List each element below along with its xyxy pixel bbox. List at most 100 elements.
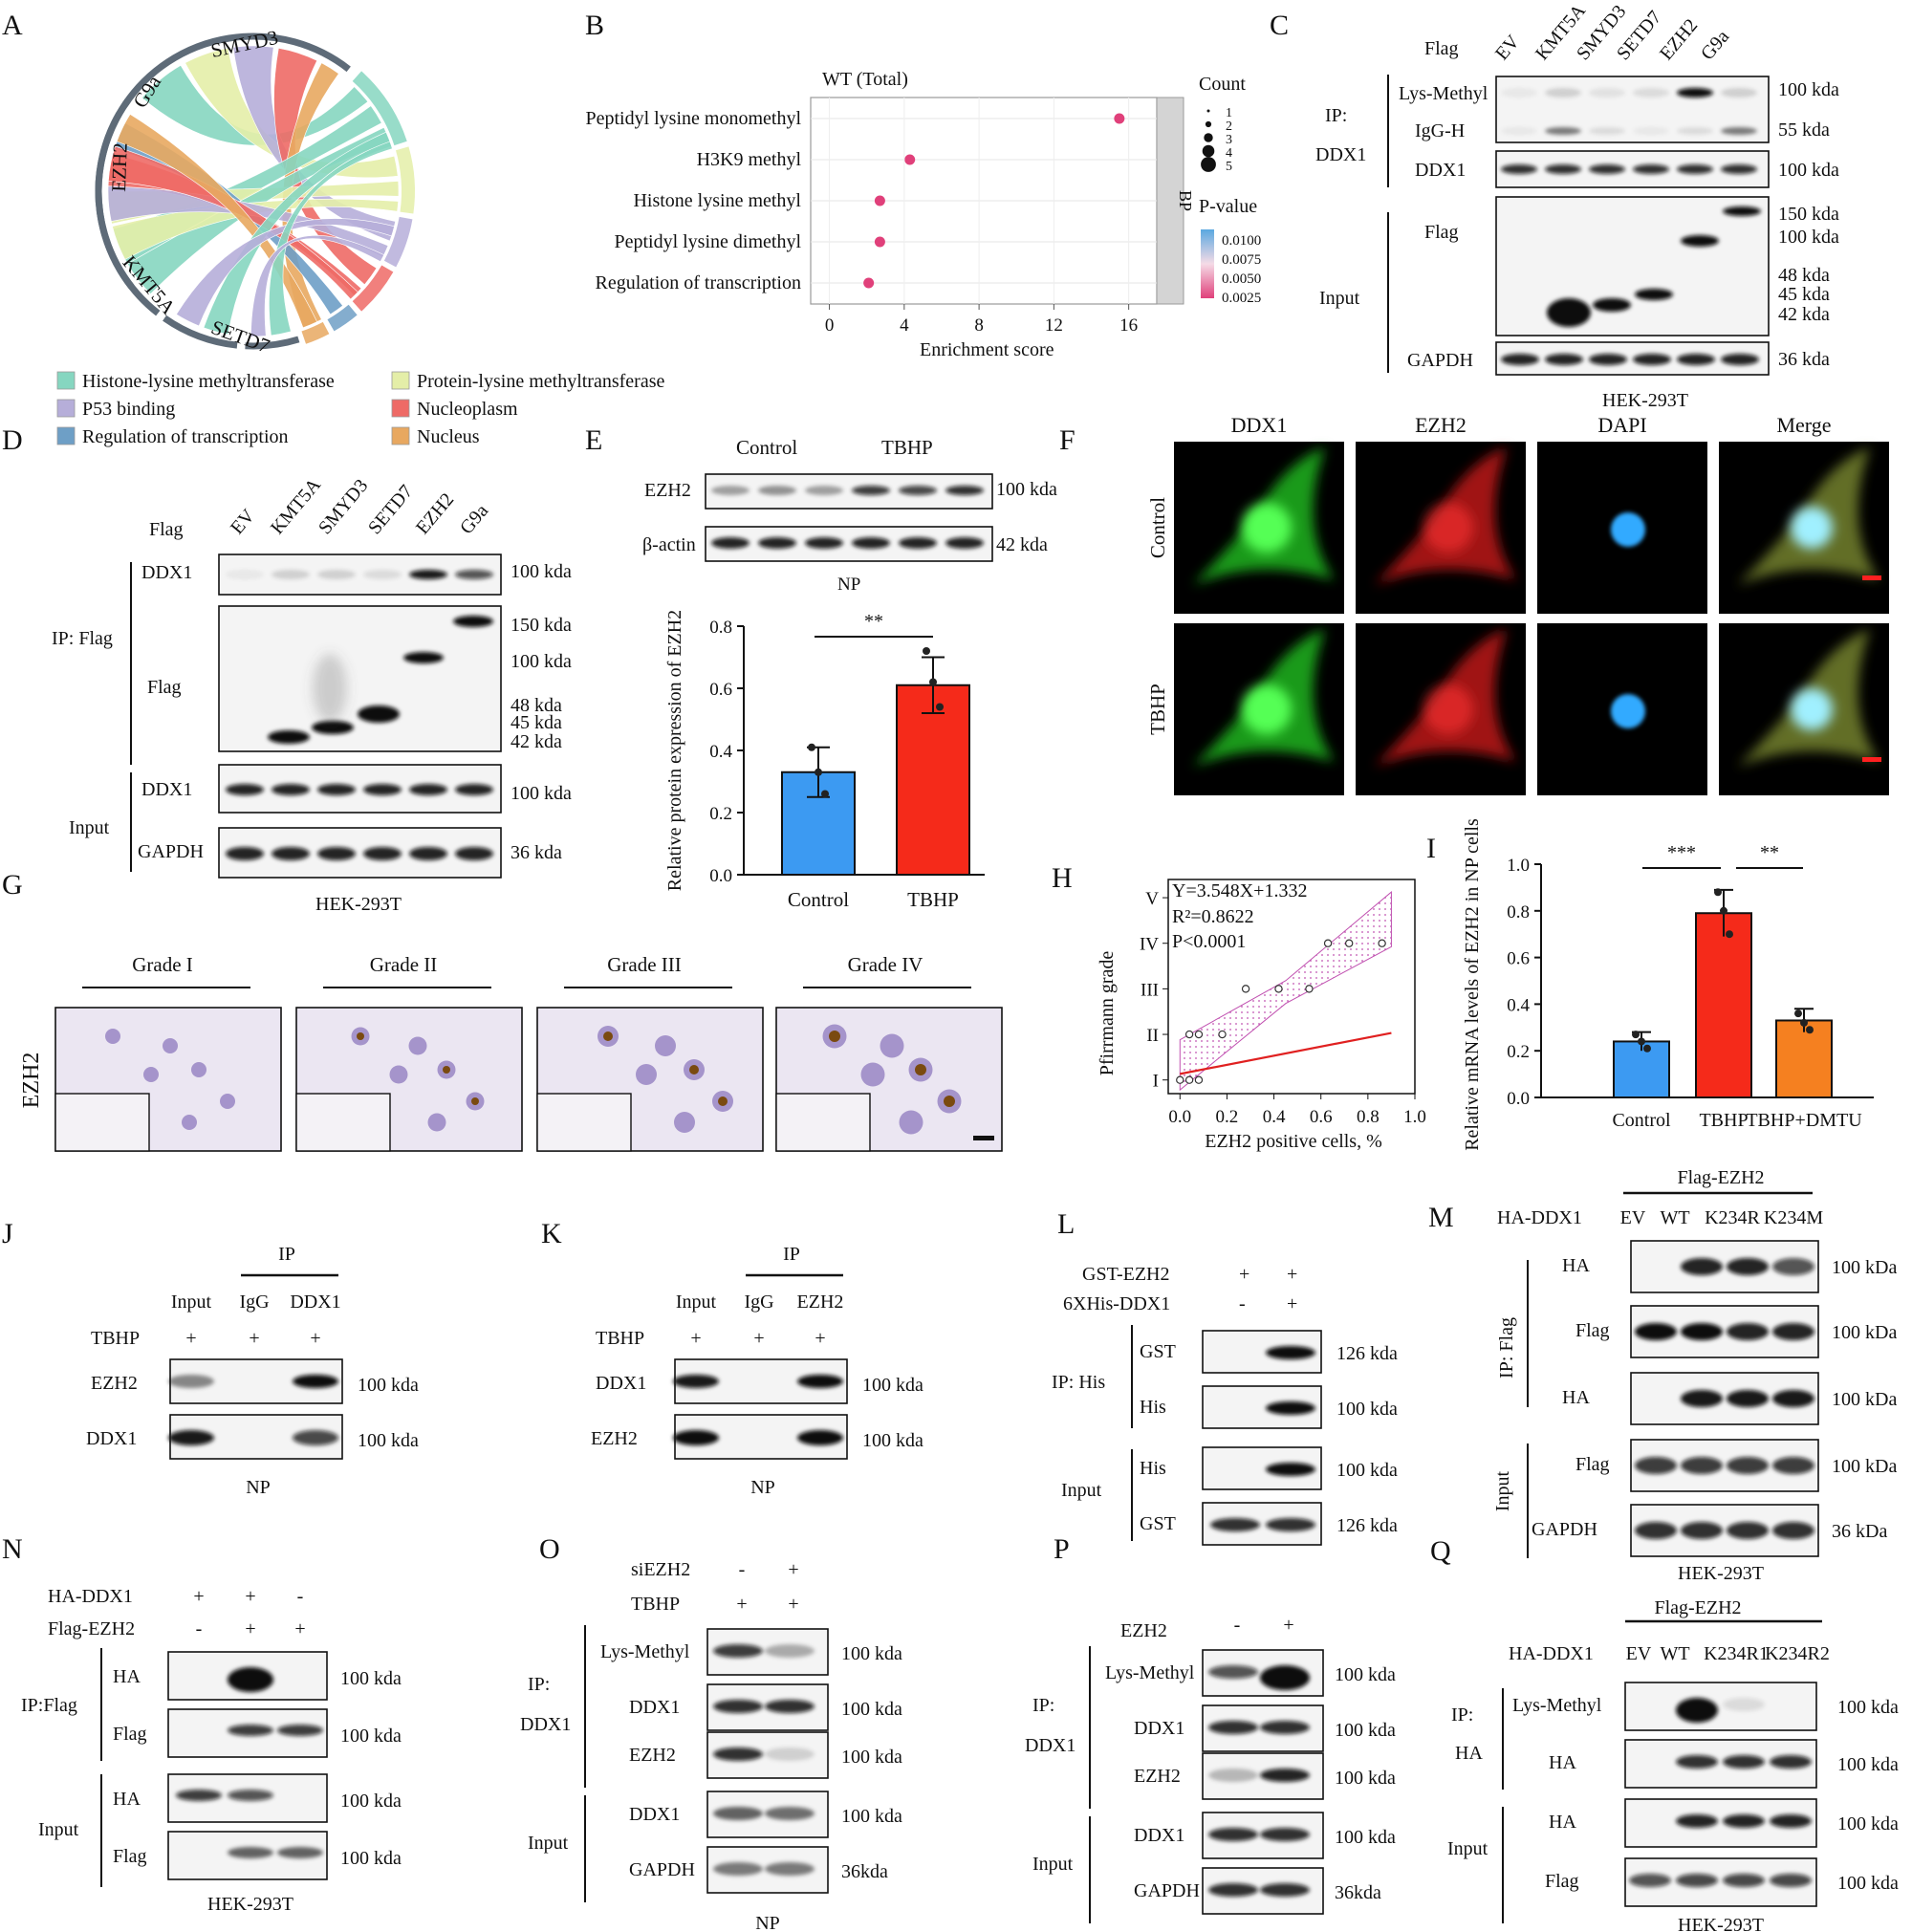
y-tick-label: 0.0 <box>1507 1089 1530 1109</box>
band <box>455 570 493 579</box>
y-tick-label: 0.2 <box>1507 1042 1530 1062</box>
kda-label: 126 kda <box>1336 1343 1398 1364</box>
blot-row <box>1624 1682 1817 1731</box>
channel-label: DDX1 <box>1231 413 1288 437</box>
band <box>1501 164 1537 174</box>
band <box>1266 1518 1315 1531</box>
kda-label: 100 kda <box>358 1430 419 1451</box>
blot-ezh2 <box>705 473 993 510</box>
kda-label: 100 kda <box>1336 1399 1398 1420</box>
panel-l: L GST-EZH2 6XHis-DDX1 + + - + IP: His Input GST 12… <box>1052 1208 1398 1546</box>
positive-stain <box>603 1031 613 1041</box>
size-legend-label: 1 <box>1226 106 1232 120</box>
pvalue-legend-label: 0.0025 <box>1222 291 1261 306</box>
kda-label: 48 kda <box>1778 265 1830 286</box>
data-point <box>1184 1075 1194 1084</box>
fit-line <box>1180 1031 1392 1075</box>
cell <box>674 1112 695 1133</box>
ip-label: DDX1 <box>520 1714 571 1735</box>
lane-label: K234R2 <box>1765 1643 1830 1664</box>
band <box>852 537 890 549</box>
nucleus-signal <box>1791 507 1833 549</box>
size-legend-label: 2 <box>1226 119 1232 134</box>
panel-letter-n: N <box>2 1533 23 1565</box>
kda-label: 100 kda <box>1837 1754 1899 1775</box>
ip-label: IP: <box>528 1674 550 1695</box>
y-tick-label: V <box>1145 889 1159 909</box>
band <box>1727 1457 1769 1474</box>
ip-label: DDX1 <box>1025 1735 1076 1756</box>
band <box>1633 164 1669 174</box>
equation-label: Y=3.548X+1.332 <box>1172 880 1307 901</box>
band <box>765 1747 815 1761</box>
grade-label: Grade IV <box>848 953 923 976</box>
significance-label: ** <box>1760 842 1779 863</box>
blot-gapdh <box>218 827 502 879</box>
category-label: Regulation of transcription <box>595 272 801 293</box>
kda-label: 126 kda <box>1336 1515 1398 1536</box>
kda-label: 36 kda <box>1778 349 1830 370</box>
band <box>1677 127 1713 135</box>
x-tick-label: 0.6 <box>1310 1107 1333 1127</box>
chord-ribbon <box>250 235 385 337</box>
plus-label: + <box>185 1328 196 1349</box>
legend-label: Protein-lysine methyltransferase <box>417 371 664 392</box>
row-label: EZH2 <box>91 1373 138 1394</box>
group-label: Control <box>736 436 797 459</box>
panel-m: M Flag-EZH2 HA-DDX1 EV WT K234R K234M IP: Flag I… <box>1428 1167 1897 1584</box>
row-label: Control <box>1146 497 1169 558</box>
lane-label: K234R <box>1705 1207 1760 1228</box>
band <box>226 784 264 795</box>
kda-label: 100 kda <box>1335 1720 1396 1741</box>
kda-label: 48 kda <box>511 695 562 716</box>
band <box>363 847 402 860</box>
blot-flag <box>218 605 502 752</box>
kda-label: 100 kDa <box>1832 1257 1897 1278</box>
lane-label: G9a <box>456 500 492 538</box>
band <box>226 847 264 860</box>
y-axis-label: Relative protein expression of EZH2 <box>664 610 685 891</box>
band <box>1676 1814 1718 1828</box>
band <box>1727 1390 1769 1407</box>
kda-label: 100 kDa <box>1832 1322 1897 1343</box>
band <box>1681 1258 1723 1275</box>
band <box>1547 298 1591 327</box>
sign-label: + <box>245 1586 255 1607</box>
arc-go-protein <box>395 146 415 214</box>
cell <box>220 1094 235 1109</box>
r2-label: R²=0.8622 <box>1172 906 1254 927</box>
row-label: HA <box>1562 1255 1590 1276</box>
data-point <box>1194 1030 1204 1039</box>
ip-label: IP: <box>1032 1695 1054 1716</box>
gene-label-ezh2: EZH2 <box>107 142 132 192</box>
pvalue-legend-label: 0.0075 <box>1222 252 1261 268</box>
chord-ribbon <box>141 64 369 146</box>
band <box>277 1725 323 1736</box>
data-point <box>1218 1030 1227 1039</box>
row-label: Lys-Methyl <box>1399 83 1488 104</box>
chart-b-pvalue-colorbar <box>1201 229 1214 298</box>
significance-label: *** <box>1667 842 1696 863</box>
chord-diagram <box>95 33 415 350</box>
data-point <box>874 236 885 248</box>
data-point <box>1720 906 1727 915</box>
input-label: Input <box>1061 1480 1102 1501</box>
arc-go-regulation <box>327 304 358 332</box>
x-category-label: TBHP <box>1699 1110 1748 1131</box>
row-label: DDX1 <box>1415 160 1466 181</box>
row-label: DDX1 <box>86 1428 137 1449</box>
kda-label: 36 kda <box>511 842 562 863</box>
data-point <box>1323 939 1333 947</box>
panel-f: F DDX1 EZH2 DAPI Merge Control TBHP <box>1059 413 1889 795</box>
data-point <box>1794 1009 1802 1018</box>
input-label: Input <box>1492 1470 1513 1511</box>
ip-label: IP <box>278 1244 295 1265</box>
panel-letter-m: M <box>1428 1202 1454 1233</box>
band <box>272 784 310 795</box>
flag-label: Flag <box>149 519 184 540</box>
positive-stain <box>915 1064 926 1075</box>
kda-label: 100 kda <box>340 1791 402 1812</box>
band <box>228 1667 273 1692</box>
band <box>805 486 843 495</box>
